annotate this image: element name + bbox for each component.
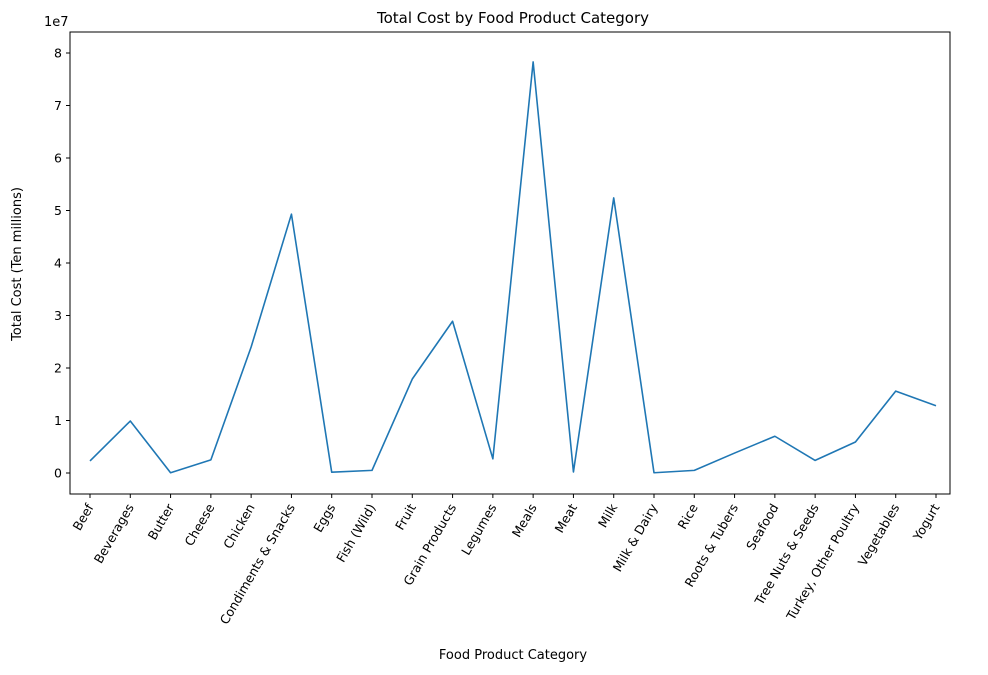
series-line [89, 61, 937, 474]
plot-frame [69, 31, 951, 495]
x-tick-label: Beef [69, 500, 96, 533]
y-tick-label: 1 [54, 413, 62, 428]
y-axis-scale-label: 1e7 [44, 15, 69, 30]
x-tick-label: Cheese [181, 501, 217, 549]
x-tick-label: Butter [145, 500, 178, 542]
x-tick-label: Meals [509, 501, 540, 540]
y-tick-label: 0 [54, 466, 62, 481]
x-tick-label: Meat [552, 501, 581, 535]
chart-title: Total Cost by Food Product Category [376, 9, 649, 27]
x-tick-label: Fruit [392, 501, 419, 533]
x-tick-label: Beverages [91, 501, 137, 566]
x-tick-label: Vegetables [855, 501, 903, 568]
y-tick-label: 4 [54, 256, 62, 271]
y-tick-label: 5 [54, 203, 62, 218]
x-tick-label: Chicken [220, 501, 258, 551]
x-tick-label: Turkey, Other Poultry [783, 500, 863, 623]
x-tick-label: Fish (Wild) [333, 501, 378, 565]
y-tick-label: 6 [54, 151, 62, 166]
series-layer [89, 61, 937, 474]
y-tick-label: 3 [54, 308, 62, 323]
y-axis-label: Total Cost (Ten millions) [10, 187, 25, 342]
x-axis-label: Food Product Category [439, 648, 587, 663]
y-tick-label: 8 [54, 46, 62, 61]
x-tick-label: Condiments & Snacks [217, 501, 298, 627]
x-tick-label: Seafood [743, 501, 781, 553]
x-tick-label: Yogurt [909, 501, 942, 544]
x-tick-label: Rice [675, 501, 702, 532]
y-tick-label: 7 [54, 98, 62, 113]
x-tick-label: Milk [595, 500, 621, 530]
x-tick-label: Legumes [458, 501, 499, 558]
x-tick-label: Eggs [310, 501, 338, 535]
y-tick-label: 2 [54, 361, 62, 376]
